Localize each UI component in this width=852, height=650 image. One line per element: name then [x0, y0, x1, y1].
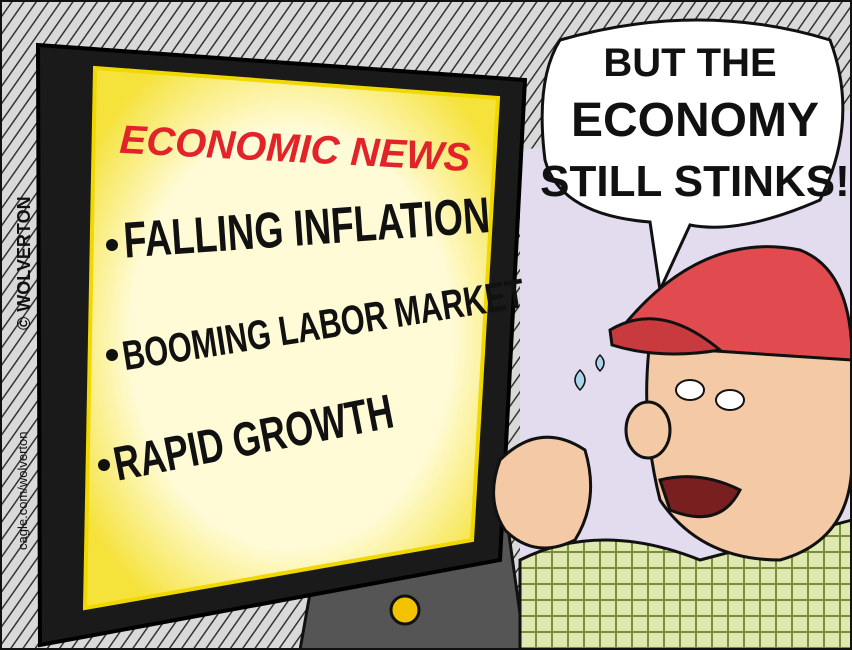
knob	[391, 596, 419, 624]
speech-line: ECONOMY	[571, 94, 819, 147]
eye	[676, 380, 704, 400]
eye	[716, 390, 744, 410]
nose	[626, 402, 670, 458]
speech-line: STILL STINKS!	[540, 157, 850, 206]
fist	[494, 437, 591, 548]
bullet	[98, 459, 110, 471]
credit: cagle.com/wolverton	[15, 432, 30, 551]
signature: © WOLVERTON	[14, 196, 34, 330]
cartoon: ECONOMIC NEWS FALLING INFLATION BOOMING …	[0, 0, 852, 650]
bullet	[106, 349, 118, 361]
bullet	[106, 239, 118, 251]
speech-line: BUT THE	[603, 41, 776, 85]
